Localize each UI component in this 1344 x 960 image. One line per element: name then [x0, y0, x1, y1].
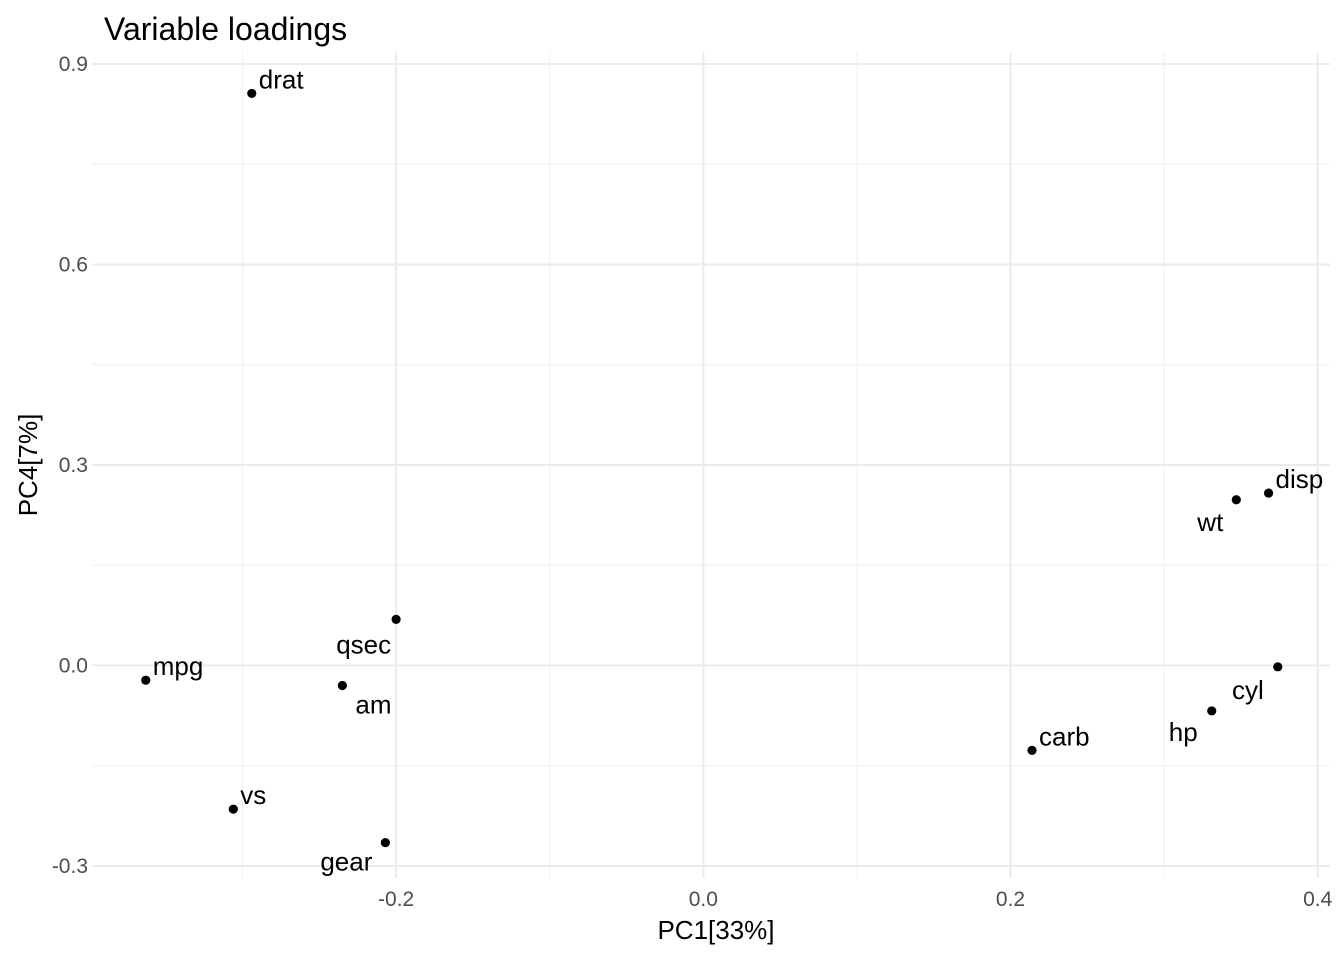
data-point-gear: [380, 837, 390, 848]
y-axis-ticks: -0.3 0.0 0.3 0.6 0.9: [52, 53, 88, 878]
point-label-qsec: qsec: [336, 629, 391, 659]
data-point-carb: [1027, 745, 1037, 755]
y-tick-label: 0.6: [59, 254, 88, 277]
x-tick-label: 0.4: [1303, 888, 1333, 911]
data-point-wt: [1231, 495, 1241, 505]
point-label-wt: wt: [1196, 507, 1224, 537]
data-point-mpg: [141, 675, 151, 685]
y-tick-label: -0.3: [52, 855, 88, 878]
point-label-drat: drat: [259, 64, 305, 94]
data-point-qsec: [391, 614, 401, 624]
point-label-hp: hp: [1169, 717, 1198, 747]
data-point-hp: [1207, 706, 1217, 716]
point-label-carb: carb: [1039, 721, 1090, 751]
x-tick-label: 0.2: [996, 888, 1025, 911]
y-tick-label: 0.0: [59, 654, 88, 677]
point-label-vs: vs: [240, 780, 266, 810]
y-tick-label: 0.3: [59, 454, 88, 477]
x-tick-label: 0.0: [689, 888, 718, 911]
point-label-am: am: [355, 690, 391, 720]
x-tick-label: -0.2: [378, 888, 414, 911]
grid-lines: [92, 52, 1330, 878]
chart-title: Variable loadings: [104, 11, 347, 47]
y-tick-label: 0.9: [59, 53, 88, 76]
point-label-cyl: cyl: [1232, 675, 1264, 705]
data-points: drat disp wt qsec mpg am cyl hp carb vs gear: [141, 64, 1324, 877]
data-point-disp: [1263, 488, 1274, 498]
data-point-cyl: [1273, 662, 1283, 672]
x-axis-ticks: -0.2 0.0 0.2 0.4: [378, 888, 1333, 911]
data-point-drat: [247, 88, 257, 99]
data-point-am: [337, 680, 347, 691]
point-label-mpg: mpg: [153, 651, 204, 681]
data-point-vs: [228, 804, 238, 814]
x-axis-title: PC1[33%]: [657, 915, 774, 945]
point-label-gear: gear: [320, 847, 372, 877]
y-axis-title: PC4[7%]: [13, 414, 43, 517]
point-label-disp: disp: [1276, 464, 1324, 494]
